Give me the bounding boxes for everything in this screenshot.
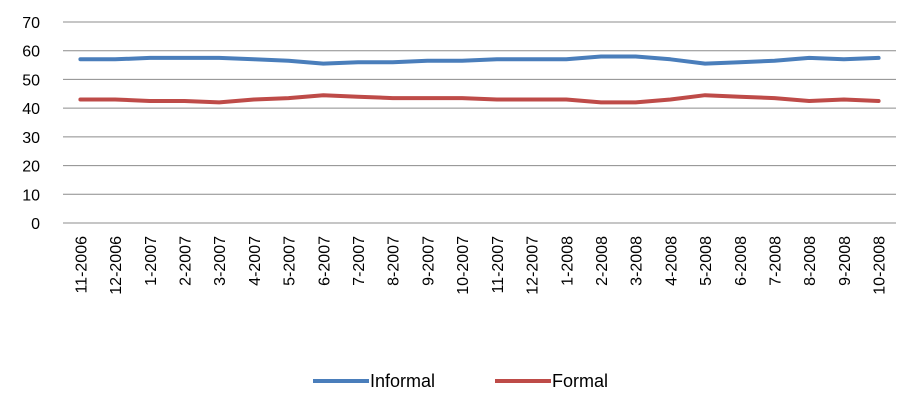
x-tick-label: 9-2008 (837, 236, 854, 286)
x-tick-label: 12-2006 (108, 236, 125, 295)
y-tick-label: 30 (22, 130, 40, 147)
x-tick-label: 10-2008 (872, 236, 889, 295)
y-tick-label: 20 (22, 159, 40, 176)
x-tick-label: 4-2007 (247, 236, 264, 286)
x-tick-label: 5-2008 (698, 236, 715, 286)
y-tick-label: 40 (22, 101, 40, 118)
x-tick-label: 5-2007 (282, 236, 299, 286)
series-line-informal (78, 54, 881, 66)
x-tick-label: 8-2007 (386, 236, 403, 286)
x-tick-label: 6-2007 (316, 236, 333, 286)
legend-item-informal: Informal (313, 371, 435, 391)
x-tick-label: 8-2008 (802, 236, 819, 286)
x-tick-label: 6-2008 (733, 236, 750, 286)
gridlines (63, 21, 896, 224)
legend-label: Formal (552, 371, 608, 391)
x-tick-label: 11-2006 (73, 236, 90, 294)
x-tick-label: 1-2008 (559, 236, 576, 286)
x-tick-label: 7-2008 (768, 236, 785, 286)
x-tick-label: 3-2008 (629, 236, 646, 286)
x-tick-label: 7-2007 (351, 236, 368, 286)
y-tick-label: 60 (22, 44, 40, 61)
x-tick-label: 12-2007 (525, 236, 542, 295)
y-tick-label: 50 (22, 72, 40, 89)
x-tick-label: 11-2007 (490, 236, 507, 294)
y-tick-label: 0 (31, 216, 40, 233)
legend-label: Informal (370, 371, 435, 391)
legend-item-formal: Formal (495, 371, 608, 391)
legend: Informal Formal (313, 371, 608, 391)
y-axis-ticks: 0 10 20 30 40 50 60 70 (22, 15, 40, 233)
x-tick-label: 2-2008 (594, 236, 611, 286)
y-tick-label: 70 (22, 15, 40, 32)
x-tick-label: 2-2007 (177, 236, 194, 286)
series-lines (78, 54, 881, 105)
series-line-formal (78, 93, 881, 105)
x-tick-label: 9-2007 (420, 236, 437, 286)
y-tick-label: 10 (22, 187, 40, 204)
x-tick-label: 3-2007 (212, 236, 229, 286)
x-tick-label: 10-2007 (455, 236, 472, 295)
x-tick-label: 4-2008 (663, 236, 680, 286)
x-tick-label: 1-2007 (143, 236, 160, 286)
x-axis-ticks: 11-2006 12-2006 1-2007 2-2007 3-2007 4-2007 5-… (73, 236, 888, 295)
